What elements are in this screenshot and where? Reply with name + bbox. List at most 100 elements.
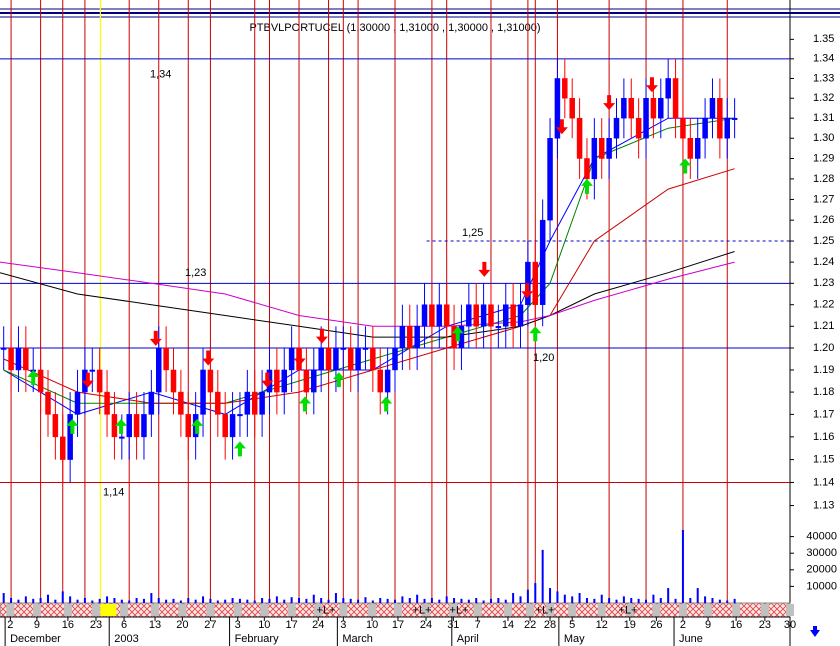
- volume-bar: [46, 594, 49, 603]
- strip-label: +L+: [450, 604, 469, 616]
- volume-bar: [246, 599, 249, 603]
- volume-bar: [475, 598, 478, 603]
- candle-body: [281, 369, 288, 393]
- x-tick-label: 10: [258, 619, 270, 631]
- volume-bar: [526, 589, 529, 603]
- strip-label: +L+: [536, 604, 555, 616]
- candle-body: [303, 369, 310, 393]
- volume-bar: [120, 599, 123, 603]
- scroll-arrow[interactable]: [810, 626, 820, 637]
- volume-bar: [98, 598, 101, 603]
- candle-body: [414, 326, 420, 349]
- candle-body: [60, 436, 66, 460]
- candle-body: [67, 414, 73, 460]
- volume-bar: [202, 596, 205, 603]
- candle-body: [665, 78, 671, 99]
- sell-arrow: [315, 328, 328, 344]
- strip-block: [526, 604, 535, 616]
- volume-bar: [726, 600, 729, 603]
- volume-tick-label: 20000: [806, 564, 837, 576]
- volume-bar: [549, 588, 552, 603]
- candle-body: [325, 347, 332, 371]
- candle-body: [347, 347, 354, 371]
- strip-block: [260, 604, 269, 616]
- candle-body: [635, 117, 642, 139]
- buy-arrow: [66, 418, 79, 434]
- volume-bar: [298, 598, 301, 603]
- x-tick-label: 7: [475, 619, 481, 631]
- volume-bar: [261, 598, 264, 603]
- candle-body: [547, 138, 553, 221]
- volume-bar: [61, 591, 64, 603]
- candle-body: [694, 138, 701, 159]
- candle-body: [215, 391, 221, 415]
- y-tick-label: 1.35: [813, 33, 834, 45]
- candle-body: [274, 369, 280, 393]
- x-tick-label: 24: [312, 619, 324, 631]
- level-label: 1,20: [533, 352, 554, 364]
- candle-body: [724, 117, 730, 139]
- candle-body: [495, 326, 502, 329]
- x-tick-label: 23: [90, 619, 102, 631]
- volume-bar: [106, 596, 109, 603]
- candle-body: [606, 138, 612, 159]
- candle-body: [377, 369, 383, 393]
- sell-arrow: [555, 119, 568, 135]
- candle-body: [680, 117, 686, 139]
- y-tick-label: 1.28: [813, 173, 834, 185]
- volume-bar: [571, 596, 574, 603]
- candle-body: [89, 369, 96, 372]
- candle-body: [207, 369, 214, 393]
- x-tick-label: 16: [730, 619, 742, 631]
- y-tick-label: 1.27: [813, 193, 834, 205]
- sell-arrow: [81, 372, 94, 388]
- volume-bar: [283, 599, 286, 603]
- candle-body: [96, 369, 103, 393]
- candle-body: [488, 304, 494, 327]
- volume-bar: [467, 599, 470, 603]
- strip-block: [368, 604, 377, 616]
- strip-block: [503, 604, 512, 616]
- candle-body: [532, 261, 539, 305]
- candle-body: [443, 304, 450, 327]
- sell-arrow: [603, 95, 616, 111]
- volume-bar: [578, 593, 581, 603]
- volume-bar: [113, 598, 116, 603]
- volume-bar: [416, 594, 419, 603]
- strip-block: [32, 604, 41, 616]
- y-tick-label: 1.22: [813, 299, 834, 311]
- volume-bar: [275, 596, 278, 603]
- sell-arrow: [293, 350, 306, 366]
- candle-body: [237, 414, 243, 417]
- header-rules: [0, 8, 840, 18]
- y-tick-label: 1.14: [813, 476, 834, 488]
- volume-bar: [652, 594, 655, 603]
- x-tick-label: 19: [624, 619, 636, 631]
- y-tick-label: 1.18: [813, 386, 834, 398]
- candle-body: [731, 117, 738, 120]
- buy-arrow: [115, 418, 128, 434]
- candle-body: [104, 391, 110, 415]
- strip-block: [449, 604, 458, 616]
- y-tick-label: 1.19: [813, 364, 834, 376]
- volume-bar: [39, 598, 42, 603]
- strip-block: [206, 604, 215, 616]
- y-tick-label: 1.32: [813, 92, 834, 104]
- volume-bar: [179, 600, 182, 603]
- strip-block: [314, 604, 323, 616]
- volume-bar: [423, 598, 426, 603]
- volume-bar: [135, 598, 138, 603]
- x-tick-label: 22: [524, 619, 536, 631]
- month-label: December: [10, 633, 61, 645]
- candle-body: [539, 219, 546, 305]
- candle-body: [119, 436, 125, 439]
- y-tick-label: 1.15: [813, 453, 834, 465]
- volume-bar: [718, 599, 721, 603]
- highlight-block: [100, 604, 117, 616]
- y-tick-label: 1.13: [813, 499, 834, 511]
- volume-bar: [453, 598, 456, 603]
- candle-body: [8, 347, 14, 371]
- candle-body: [407, 326, 413, 349]
- x-tick-label: 26: [650, 619, 662, 631]
